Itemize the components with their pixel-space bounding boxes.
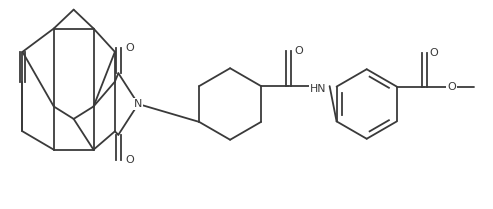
- Text: O: O: [125, 155, 134, 165]
- Text: O: O: [447, 82, 456, 92]
- Text: O: O: [294, 46, 303, 56]
- Text: HN: HN: [310, 84, 326, 94]
- Text: O: O: [125, 43, 134, 53]
- Text: O: O: [430, 48, 438, 58]
- Text: N: N: [134, 99, 142, 109]
